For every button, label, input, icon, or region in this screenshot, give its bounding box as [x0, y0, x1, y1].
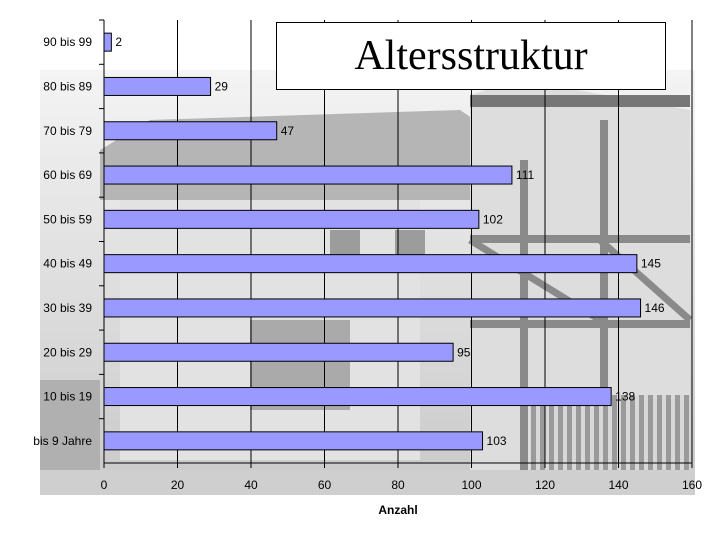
x-tick-label: 20 — [171, 478, 185, 492]
category-label: 10 bis 19 — [43, 390, 92, 404]
category-label: 50 bis 59 — [43, 212, 92, 226]
x-tick-label: 160 — [682, 478, 702, 492]
category-label: 20 bis 29 — [43, 345, 92, 359]
x-tick-label: 140 — [608, 478, 628, 492]
category-label: bis 9 Jahre — [33, 434, 92, 448]
x-tick-label: 120 — [535, 478, 555, 492]
value-label: 95 — [457, 345, 471, 359]
x-tick-label: 80 — [391, 478, 405, 492]
value-label: 103 — [487, 434, 507, 448]
bar — [103, 76, 212, 96]
x-axis-title: Anzahl — [378, 503, 418, 517]
bar — [103, 431, 484, 451]
bar — [103, 121, 278, 141]
category-label: 90 bis 99 — [43, 35, 92, 49]
category-label: 60 bis 69 — [43, 168, 92, 182]
category-label: 70 bis 79 — [43, 124, 92, 138]
bars — [103, 32, 642, 451]
category-label: 30 bis 39 — [43, 301, 92, 315]
chart-title-box: Altersstruktur — [276, 22, 666, 90]
x-tick-label: 100 — [461, 478, 481, 492]
category-label: 80 bis 89 — [43, 79, 92, 93]
value-label: 47 — [281, 124, 295, 138]
bar — [103, 165, 513, 185]
bar — [103, 387, 612, 407]
bar — [103, 254, 638, 274]
bar — [103, 209, 480, 229]
value-label: 29 — [215, 79, 229, 93]
bar — [103, 32, 112, 52]
category-label: 40 bis 49 — [43, 257, 92, 271]
bar — [103, 342, 454, 362]
value-label: 102 — [483, 212, 503, 226]
bar — [103, 298, 642, 318]
x-tick-label: 0 — [101, 478, 108, 492]
value-label: 146 — [645, 301, 665, 315]
value-label: 111 — [516, 168, 535, 182]
labels: 0 20 40 60 80 100 120 140 160 90 bis 99 2 80 bis 89… — [33, 35, 702, 492]
x-tick-label: 40 — [244, 478, 258, 492]
x-tick-label: 60 — [318, 478, 332, 492]
chart-title: Altersstruktur — [354, 33, 588, 79]
value-label: 145 — [641, 257, 661, 271]
value-label: 2 — [115, 35, 122, 49]
value-label: 138 — [615, 390, 635, 404]
axes — [99, 19, 693, 468]
